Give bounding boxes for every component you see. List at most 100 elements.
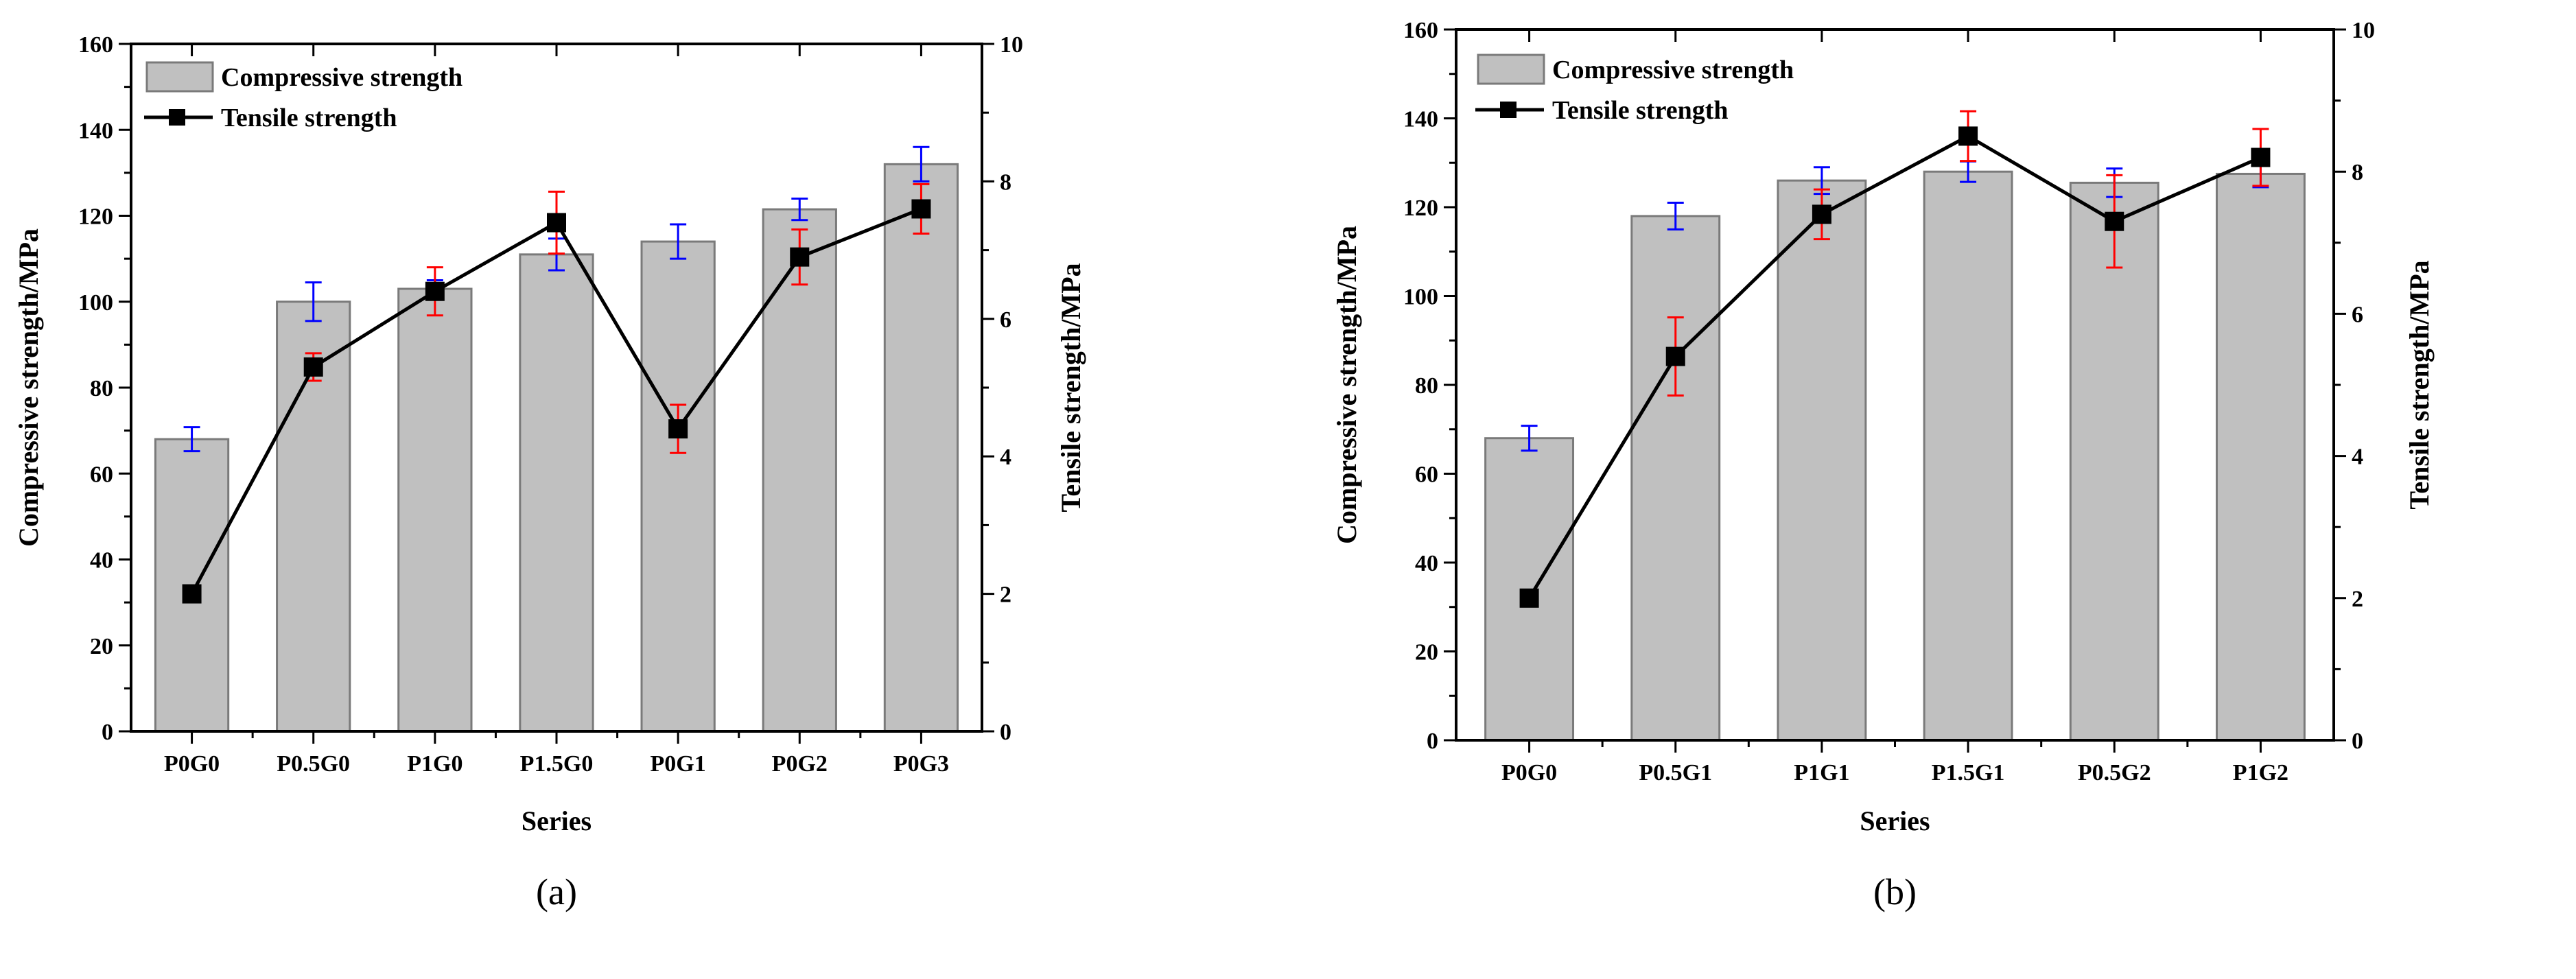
compressive-error-bar-P0.5G0 [305, 281, 322, 322]
right-tick-label: 2 [2352, 587, 2363, 612]
left-tick-label: 40 [1415, 551, 1438, 576]
left-tick-label: 120 [1403, 196, 1438, 221]
tensile-point-P0.5G2 [2105, 211, 2124, 231]
left-tick-label: 140 [78, 118, 113, 143]
compressive-error-bar-P0G3 [913, 145, 930, 182]
x-tick-label: P1G1 [1794, 760, 1849, 786]
left-tick-label: 120 [78, 204, 113, 230]
tensile-point-P1.5G1 [1958, 126, 1978, 146]
x-axis-ticks [191, 44, 922, 744]
compressive-error-bar-P0.5G1 [1667, 202, 1684, 231]
bar-P1G0 [397, 287, 473, 733]
legend-label-compressive: Compressive strength [221, 63, 462, 92]
left-axis-ticks [119, 43, 131, 733]
left-tick-label: 160 [78, 32, 113, 58]
right-tick-label: 6 [1000, 307, 1011, 333]
x-tick-label: P1G2 [2233, 760, 2288, 786]
tensile-point-P1G0 [425, 281, 445, 301]
right-tick-label: 2 [1000, 582, 1011, 608]
x-axis-ticks [1528, 30, 2262, 753]
legend-label-compressive: Compressive strength [1552, 56, 1794, 84]
legend-label-tensile: Tensile strength [221, 104, 397, 132]
x-tick-label: P1.5G0 [520, 751, 594, 777]
left-tick-label: 80 [1415, 373, 1438, 399]
left-tick-label: 160 [1403, 18, 1438, 43]
compressive-error-bar-P0G1 [670, 223, 687, 260]
right-tick-label: 4 [2352, 445, 2363, 470]
x-tick-label: P0.5G1 [1639, 760, 1712, 786]
right-tick-label: 6 [2352, 302, 2363, 327]
left-axis-title: Compressive strength/MPa [13, 228, 44, 547]
tensile-point-P0.5G1 [1665, 346, 1685, 366]
tensile-point-P0.5G0 [303, 357, 323, 377]
left-tick-label: 100 [78, 290, 113, 316]
left-tick-label: 140 [1403, 107, 1438, 132]
legend: Compressive strength Tensile strength [144, 61, 462, 132]
right-tick-label: 0 [2352, 729, 2363, 754]
x-axis-title: Series [522, 805, 592, 836]
chart-panel-b: 0 20 40 60 80 100 120 140 160 0 2 4 6 8 10 P0G0 P0.5G1 P1… [1331, 18, 2435, 912]
bar-P1G1 [1777, 179, 1867, 742]
left-tick-label: 0 [102, 720, 113, 745]
x-tick-label: P1.5G1 [1932, 760, 2005, 786]
right-tick-label: 4 [1000, 445, 1011, 470]
tensile-point-P0G1 [668, 419, 688, 439]
right-axis-title: Tensile strength/MPa [2404, 260, 2435, 509]
compressive-error-bar-P0G0 [183, 426, 200, 453]
plot-frame [1455, 28, 2335, 742]
x-tick-label: P0G0 [1501, 760, 1557, 786]
compressive-error-bar-P0G0 [1521, 425, 1538, 452]
left-tick-label: 80 [90, 376, 113, 401]
left-tick-label: 0 [1427, 729, 1438, 754]
x-axis-title: Series [1860, 805, 1930, 836]
right-tick-label: 0 [1000, 720, 1011, 745]
right-tick-label: 8 [1000, 169, 1011, 195]
right-axis-ticks [982, 43, 994, 733]
tensile-point-P1G1 [1812, 204, 1831, 224]
right-axis-title: Tensile strength/MPa [1055, 263, 1086, 512]
panel-label: (b) [1873, 871, 1917, 912]
x-tick-label: P0.5G2 [2078, 760, 2151, 786]
x-tick-label: P0G2 [772, 751, 828, 777]
tensile-point-P0G3 [911, 199, 931, 219]
bar-P0G1 [640, 240, 716, 733]
legend: Compressive strength Tensile strength [1475, 54, 1794, 125]
tensile-point-P1.5G0 [547, 213, 566, 233]
legend-label-tensile: Tensile strength [1552, 96, 1729, 125]
left-axis-title: Compressive strength/MPa [1331, 226, 1362, 544]
left-tick-label: 20 [90, 634, 113, 659]
tensile-strength-line [1527, 134, 2262, 600]
left-tick-label: 40 [90, 548, 113, 574]
chart-panel-a: 0 20 40 60 80 100 120 140 160 0 2 4 6 8 10 P0G0 P0.5G0 P1… [13, 32, 1086, 912]
left-tick-label: 20 [1415, 640, 1438, 665]
legend-bar-swatch [1477, 54, 1545, 85]
right-axis-ticks [2334, 28, 2346, 742]
bar-P0G3 [883, 163, 959, 733]
legend-marker-swatch [1500, 102, 1517, 118]
bar-P1.5G1 [1923, 170, 2013, 742]
tensile-point-P1G2 [2251, 148, 2271, 167]
x-tick-label: P0G0 [164, 751, 220, 777]
compressive-error-bar-P0G2 [791, 197, 808, 222]
bar-P0.5G1 [1630, 215, 1721, 742]
tensile-point-P0G2 [790, 247, 810, 267]
right-tick-label: 10 [1000, 32, 1023, 58]
left-tick-label: 60 [1415, 462, 1438, 488]
bar-P0G2 [762, 208, 837, 733]
legend-bar-swatch [145, 61, 214, 93]
bar-P0.5G2 [2069, 181, 2159, 742]
left-tick-label: 60 [90, 462, 113, 487]
legend-marker-swatch [169, 109, 185, 126]
x-tick-label: P0G1 [651, 751, 706, 777]
right-tick-label: 10 [2352, 18, 2375, 43]
x-tick-label: P0.5G0 [277, 751, 350, 777]
right-tick-label: 8 [2352, 160, 2363, 185]
tensile-point-P0G0 [1519, 588, 1539, 608]
tensile-point-P0G0 [182, 584, 202, 604]
x-tick-label: P1G0 [407, 751, 462, 777]
bar-P1G2 [2215, 172, 2306, 742]
left-axis-ticks [1444, 28, 1456, 742]
panel-label: (a) [536, 871, 577, 912]
left-tick-label: 100 [1403, 285, 1438, 310]
